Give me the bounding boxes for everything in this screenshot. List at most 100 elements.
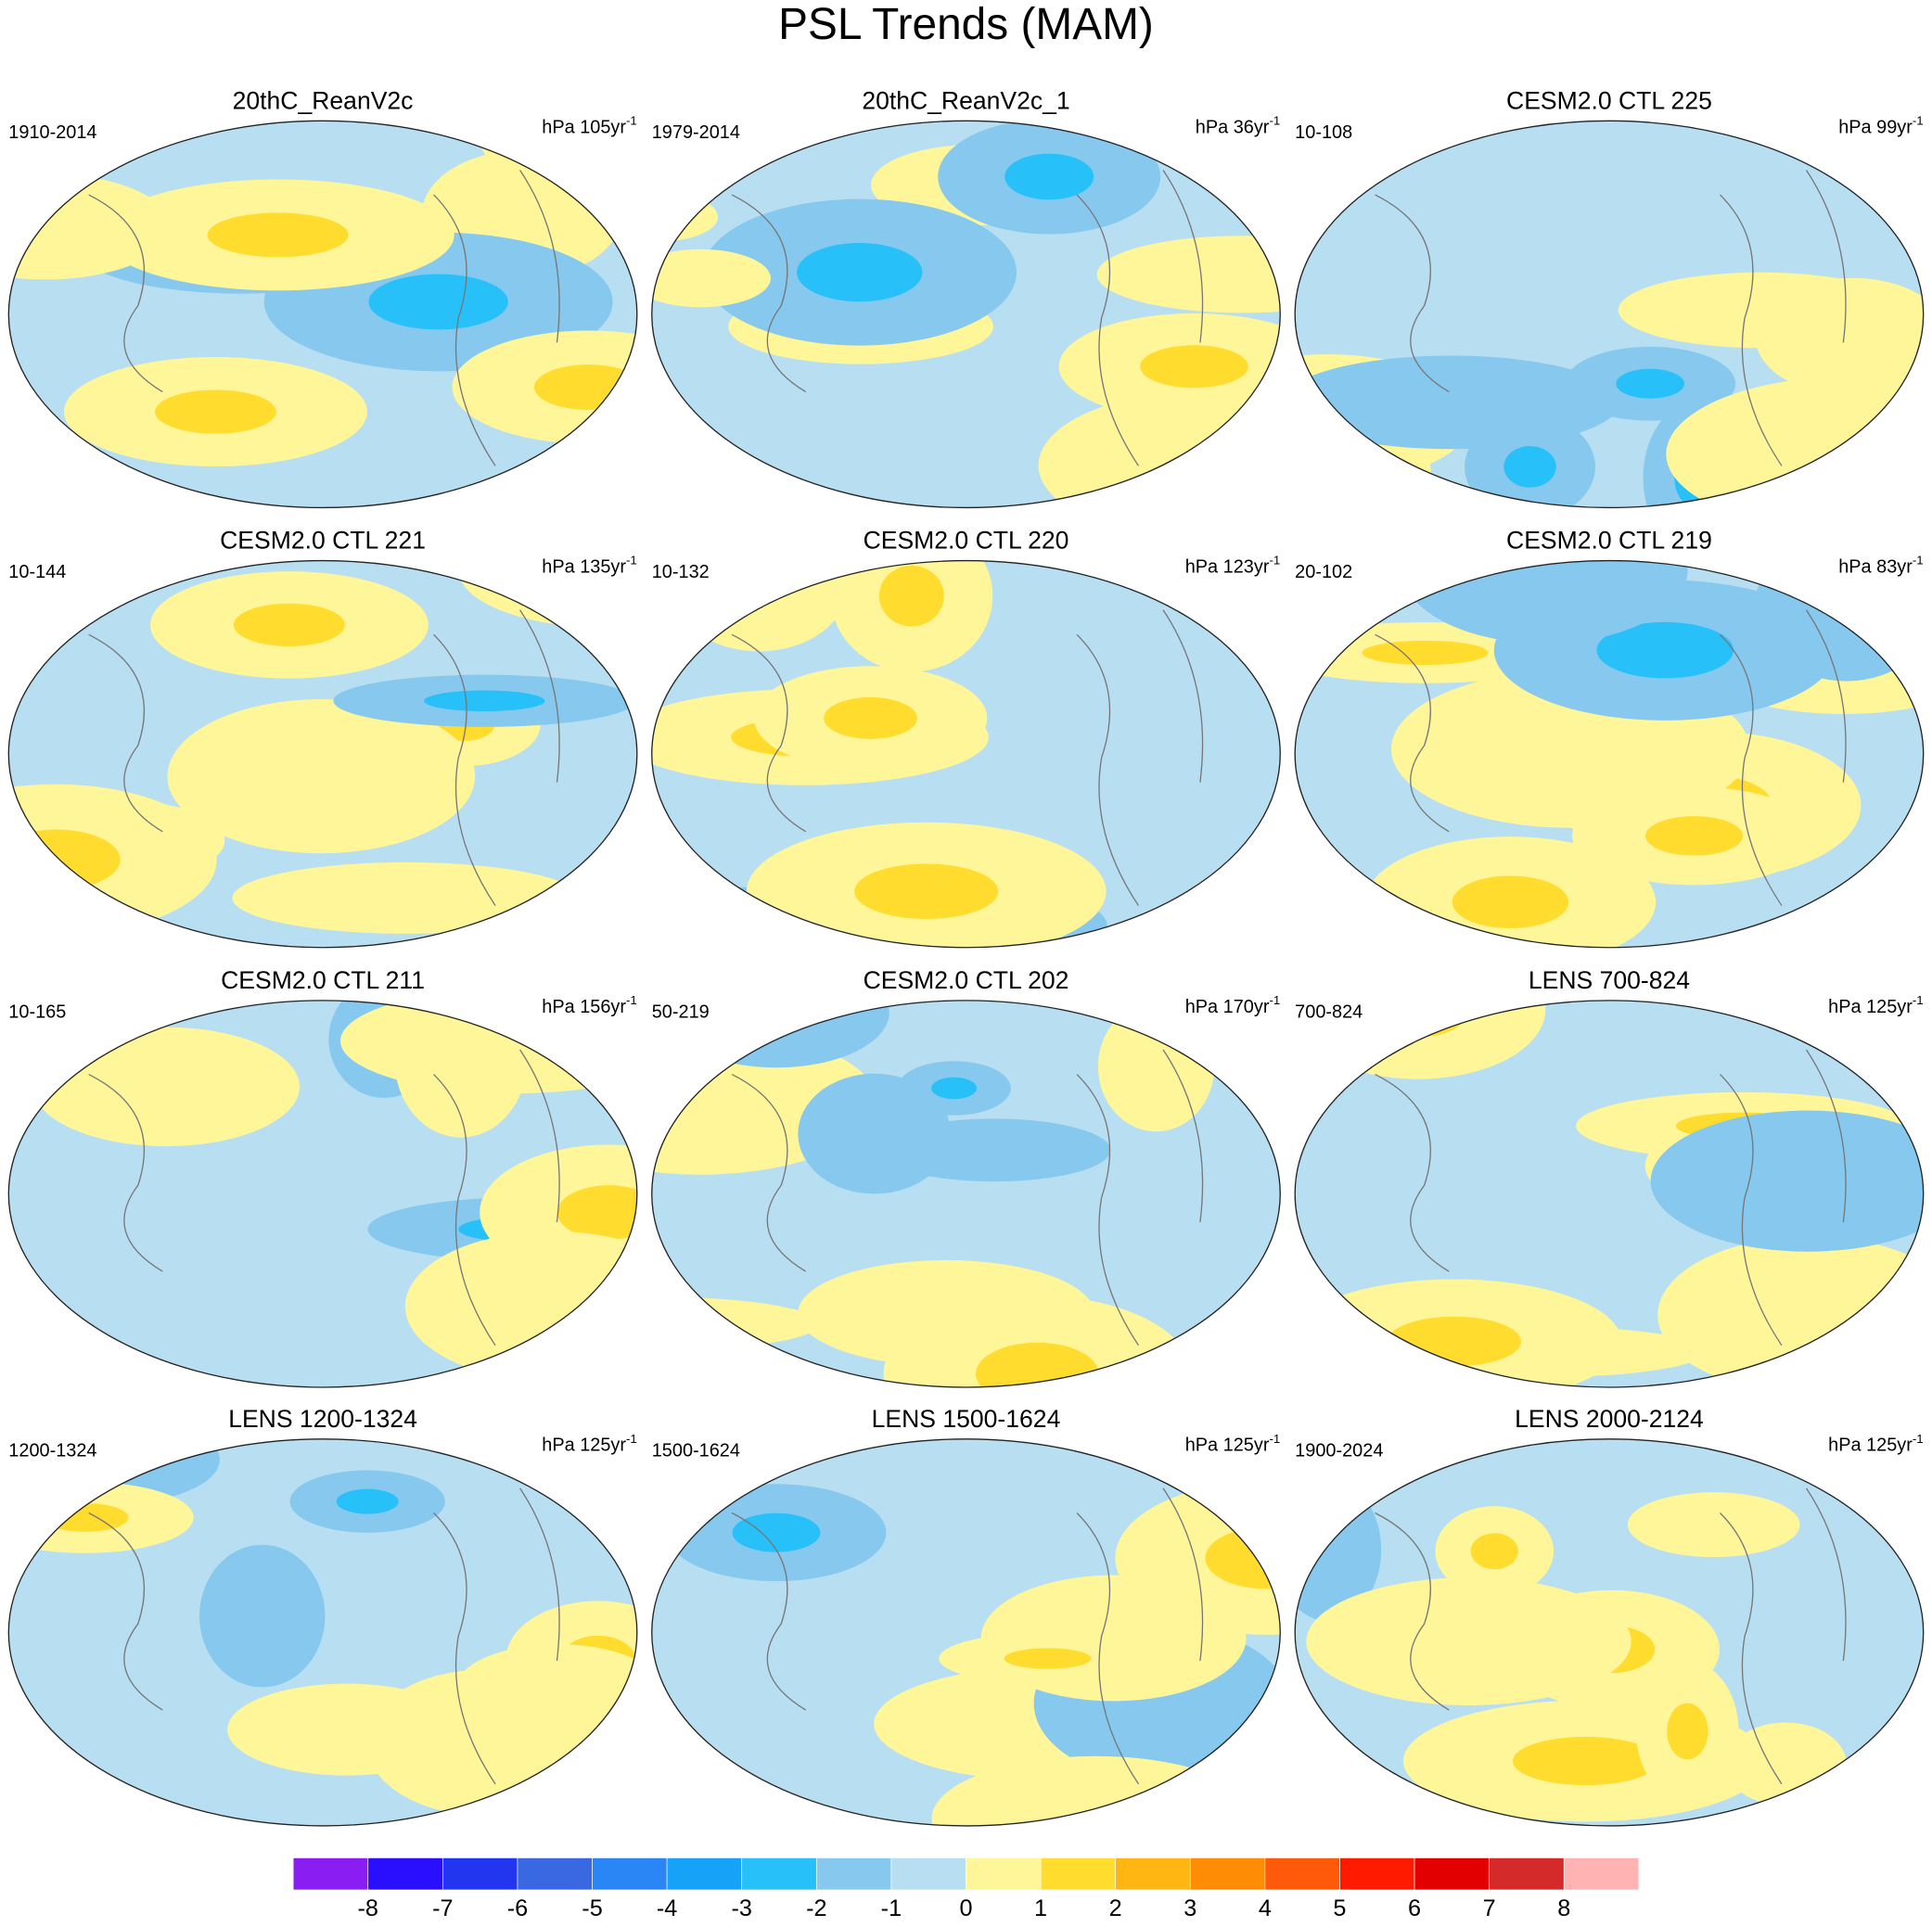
contour-area: [1096, 236, 1281, 313]
colorbar-label: 3: [1184, 1895, 1196, 1921]
map-panel: CESM2.0 CTL 220 10-132 hPa 123yr-1: [651, 527, 1281, 949]
units-text: hPa 125yr: [542, 1436, 626, 1456]
contour-area: [41, 1503, 129, 1532]
contour-area: [366, 1669, 599, 1816]
coastline: [1375, 170, 1847, 466]
panel-period: 10-144: [8, 562, 66, 582]
map-panel: CESM2.0 CTL 202 50-219 hPa 170yr-1: [651, 966, 1281, 1388]
panel-title: CESM2.0 CTL 202: [864, 966, 1069, 994]
contour-area: [1004, 153, 1094, 200]
map-field: [651, 1438, 1281, 1826]
panel-units: hPa 125yr-1: [542, 1431, 637, 1456]
map-border: [7, 120, 638, 509]
contour-area: [824, 696, 917, 739]
contour-area: [651, 192, 719, 242]
contour-area: [1512, 1736, 1659, 1786]
figure-title: PSL Trends (MAM): [778, 0, 1154, 49]
panel-units: hPa 156yr-1: [542, 992, 637, 1017]
map-panel: LENS 1200-1324 1200-1324 hPa 125yr-1: [7, 1405, 638, 1827]
contour-area: [1650, 1110, 1924, 1252]
panel-title: LENS 1500-1624: [872, 1405, 1061, 1433]
panel-title: CESM2.0 CTL 221: [220, 527, 426, 555]
panel-title: 20thC_ReanV2c: [233, 86, 414, 114]
contour-area: [424, 690, 545, 712]
coastline: [1375, 609, 1847, 906]
panel-title: CESM2.0 CTL 211: [221, 966, 425, 994]
coastline: [731, 1487, 1204, 1785]
units-text: hPa 123yr: [1185, 557, 1270, 578]
map-panel: CESM2.0 CTL 225 10-108 hPa 99yr-1: [1294, 86, 1925, 509]
map-border: [1294, 120, 1925, 509]
contour-area: [1596, 621, 1734, 679]
units-exponent: -1: [1913, 113, 1924, 127]
colorbar-box: [666, 1857, 743, 1891]
contour-area: [854, 863, 999, 920]
colorbar-box: [741, 1857, 817, 1891]
contour-area: [1755, 560, 1924, 682]
contour-area: [1644, 816, 1744, 856]
units-exponent: -1: [626, 992, 637, 1006]
panel-units: hPa 170yr-1: [1185, 992, 1281, 1017]
contour-area: [797, 243, 923, 302]
contour-area: [1004, 1648, 1092, 1669]
units-text: hPa 170yr: [1185, 997, 1270, 1017]
map-border: [1294, 559, 1925, 949]
units-exponent: -1: [1913, 992, 1924, 1006]
map-field: [651, 1000, 1281, 1387]
contour-area: [1616, 368, 1684, 399]
colorbar-label: 7: [1483, 1895, 1496, 1921]
contour-area: [557, 1185, 637, 1240]
contour-area: [651, 249, 771, 308]
colorbar-box: [1115, 1857, 1191, 1891]
colorbar-box: [1264, 1857, 1340, 1891]
map-field: [651, 121, 1281, 508]
contour-area: [1366, 1000, 1469, 1038]
colorbar-box: [1189, 1857, 1266, 1891]
colorbar-box: [292, 1857, 369, 1891]
colorbar-label: -7: [432, 1895, 453, 1921]
colorbar-box: [517, 1857, 593, 1891]
colorbar-box: [1563, 1857, 1640, 1891]
units-exponent: -1: [626, 113, 637, 127]
contour-area: [167, 698, 476, 854]
contour-area: [8, 462, 45, 492]
map-border: [651, 559, 1281, 949]
contour-area: [1295, 355, 1620, 450]
coastline: [731, 170, 1204, 466]
panel-units: hPa 135yr-1: [542, 553, 637, 578]
units-exponent: -1: [626, 553, 637, 567]
contour-area: [336, 1488, 399, 1514]
colorbar-box: [1339, 1857, 1415, 1891]
map-panel: LENS 1500-1624 1500-1624 hPa 125yr-1: [651, 1405, 1281, 1827]
contour-area: [404, 1231, 637, 1382]
panel-period: 700-824: [1295, 1002, 1363, 1022]
contour-area: [1140, 345, 1248, 389]
contour-area: [976, 1342, 1099, 1387]
units-exponent: -1: [626, 1431, 637, 1445]
coastline: [88, 1487, 560, 1785]
map-field: [8, 560, 637, 948]
contour-area: [732, 1512, 821, 1552]
panel-units: hPa 36yr-1: [1196, 113, 1280, 138]
units-text: hPa 36yr: [1196, 118, 1270, 138]
map-panel: LENS 700-824 700-824 hPa 125yr-1: [1294, 966, 1925, 1388]
coastline: [88, 609, 560, 906]
colorbar-box: [367, 1857, 443, 1891]
panel-title: LENS 700-824: [1529, 966, 1690, 994]
map-panel: CESM2.0 CTL 219 20-102 hPa 83yr-1: [1294, 527, 1925, 949]
units-text: hPa 125yr: [1828, 997, 1913, 1017]
contour-area: [1755, 277, 1924, 397]
contour-area: [1503, 446, 1556, 488]
map-panel: CESM2.0 CTL 221 10-144 hPa 135yr-1: [7, 527, 638, 949]
colorbar-label: 1: [1034, 1895, 1047, 1921]
contour-area: [798, 1073, 952, 1194]
contour-area: [878, 565, 944, 627]
contour-area: [8, 440, 97, 508]
panel-units: hPa 99yr-1: [1838, 113, 1923, 138]
coastline: [1375, 1487, 1847, 1785]
map-border: [7, 559, 638, 949]
contour-area: [1452, 875, 1569, 929]
contour-area: [32, 1027, 301, 1147]
contour-area: [672, 560, 846, 652]
